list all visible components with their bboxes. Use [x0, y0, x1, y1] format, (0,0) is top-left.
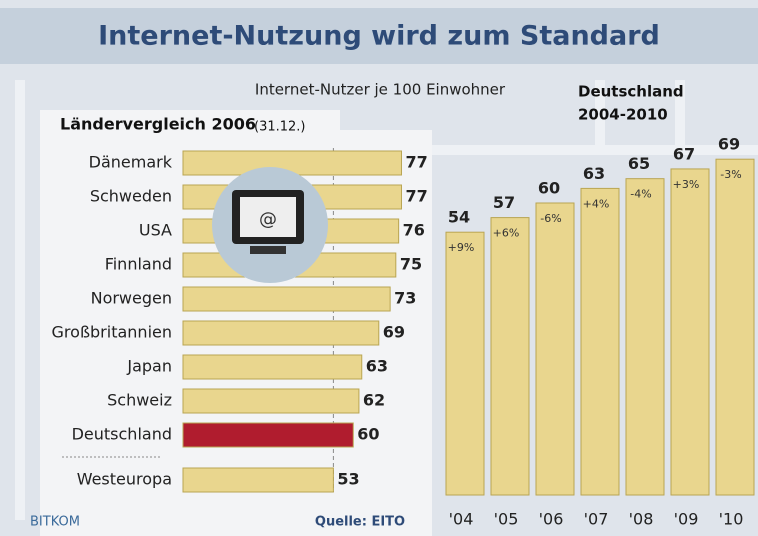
source: Quelle: EITO	[315, 515, 405, 530]
category-label: Norwegen	[91, 289, 172, 308]
growth-annotation: +6%	[493, 227, 520, 240]
growth-annotation: +9%	[448, 241, 475, 254]
value-label: 77	[405, 187, 427, 206]
bar	[581, 188, 619, 495]
growth-annotation: -4%	[630, 188, 651, 201]
svg-text:@: @	[259, 209, 277, 230]
value-label: 63	[583, 164, 605, 183]
value-label: 69	[718, 135, 740, 154]
x-tick-label: '10	[719, 510, 744, 529]
bar	[626, 179, 664, 495]
value-label: 65	[628, 154, 650, 173]
value-label: 63	[366, 357, 388, 376]
value-label: 60	[538, 179, 560, 198]
value-label: 73	[394, 289, 416, 308]
right-subtitle: 2004-2010	[578, 106, 668, 124]
monitor-icon: @	[212, 167, 328, 283]
panel-subtitle: (31.12.)	[254, 120, 306, 135]
bar	[183, 355, 362, 379]
bar	[446, 232, 484, 495]
bar	[716, 159, 754, 495]
value-label: 62	[363, 391, 385, 410]
value-label: 67	[673, 144, 695, 163]
x-tick-label: '04	[449, 510, 474, 529]
category-label: Großbritannien	[52, 323, 172, 342]
bar	[183, 151, 401, 175]
value-label: 60	[357, 425, 379, 444]
bar	[183, 321, 379, 345]
growth-annotation: -6%	[540, 212, 561, 225]
value-label: 75	[400, 255, 422, 274]
x-tick-label: '09	[674, 510, 699, 529]
bar	[671, 169, 709, 495]
value-label: 77	[405, 153, 427, 172]
category-label: Dänemark	[89, 153, 173, 172]
category-label: Deutschland	[72, 425, 172, 444]
x-tick-label: '08	[629, 510, 654, 529]
bar	[536, 203, 574, 495]
logo: BITKOM	[30, 515, 80, 530]
category-label: Japan	[126, 357, 172, 376]
value-label: 76	[403, 221, 425, 240]
category-label: Finnland	[105, 255, 172, 274]
value-label: 69	[383, 323, 405, 342]
category-label: USA	[139, 221, 172, 240]
right-title: Deutschland	[578, 83, 684, 101]
value-label: 57	[493, 193, 515, 212]
category-label: Schweden	[90, 187, 172, 206]
infographic: Internet-Nutzung wird zum Standard Inter…	[0, 0, 758, 536]
category-label: Westeuropa	[77, 470, 172, 489]
bar	[183, 389, 359, 413]
x-tick-label: '06	[539, 510, 564, 529]
category-label: Schweiz	[107, 391, 172, 410]
value-label: 54	[448, 208, 470, 227]
bar	[183, 468, 333, 492]
x-tick-label: '05	[494, 510, 519, 529]
x-tick-label: '07	[584, 510, 609, 529]
main-title: Internet-Nutzung wird zum Standard	[98, 21, 660, 52]
bar	[183, 287, 390, 311]
bar	[183, 423, 353, 447]
growth-annotation: -3%	[720, 168, 741, 181]
growth-annotation: +4%	[583, 197, 610, 210]
panel-title: Ländervergleich 2006	[60, 115, 256, 134]
bar	[491, 218, 529, 495]
value-label: 53	[337, 470, 359, 489]
subtitle: Internet-Nutzer je 100 Einwohner	[255, 81, 506, 99]
growth-annotation: +3%	[673, 178, 700, 191]
